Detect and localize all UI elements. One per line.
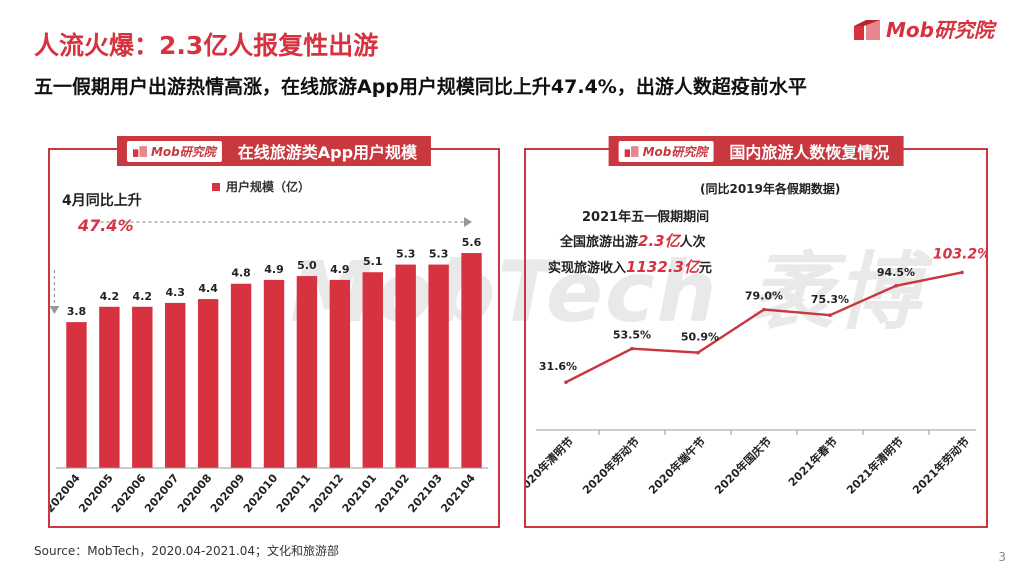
point-label-2020年国庆节: 79.0% [745,290,783,303]
bar-202102 [395,264,416,468]
bar-202103 [428,264,449,468]
bar-label-202007: 4.3 [165,286,185,299]
bar-202010 [263,279,285,468]
summary-line-2-suffix: 人次 [679,235,706,250]
bar-label-202102: 5.3 [396,248,416,261]
right-panel-header: Mob研究院 国内旅游人数恢复情况 [608,136,904,166]
brand-logo-text: Mob研究院 [886,18,994,42]
point-2021年清明节 [894,283,898,288]
bar-202006 [132,306,153,468]
x-tick-2021年清明节: 2021年清明节 [843,434,906,497]
mob-logo-icon [132,146,147,157]
bar-202011 [296,276,318,468]
summary-line-1: 2021年五一假期期间 [582,210,710,225]
x-tick-202101: 202101 [340,472,379,516]
point-2020年国庆节 [762,307,766,312]
legend-swatch [212,182,220,191]
summary-line-2-prefix: 全国旅游出游 [560,235,639,250]
bar-202101 [362,272,383,468]
right-panel-note: (同比2019年各假期数据) [700,182,841,196]
line-chart: 31.6% 2020年清明节 53.5% 2020年劳动节 50.9% 2020年端午节 7… [526,246,986,497]
right-panel-title: 国内旅游人数恢复情况 [729,143,890,162]
bar-202005 [99,306,120,468]
point-2021年劳动节 [960,270,964,275]
right-panel-logo: Mob研究院 [618,140,714,162]
bar-label-202009: 4.8 [231,267,251,280]
bar-202104 [461,253,482,468]
bar-202008 [197,299,219,468]
growth-annotation-label: 4月同比上升 [62,193,142,209]
bar-label-202008: 4.4 [198,282,218,295]
right-panel-logo-text: Mob研究院 [642,144,708,159]
x-tick-202104: 202104 [438,471,478,515]
mob-logo-icon [854,19,881,40]
bar-202007 [165,302,186,468]
bar-label-202103: 5.3 [429,248,449,261]
point-label-2021年春节: 75.3% [811,293,849,306]
bar-202012 [329,279,351,468]
x-tick-2021年春节: 2021年春节 [785,434,840,489]
brand-logo: Mob研究院 [854,14,994,43]
point-label-2021年劳动节: 103.2% [933,246,986,262]
x-tick-202009: 202009 [208,472,247,516]
mob-logo-icon [624,146,639,157]
bar-label-202104: 5.6 [462,236,482,249]
left-panel-title: 在线旅游类App用户规模 [237,143,418,162]
x-tick-2020年国庆节: 2020年国庆节 [711,434,774,497]
bar-legend: 用户规模（亿） [212,178,310,195]
x-tick-202103: 202103 [405,472,444,516]
x-tick-202008: 202008 [175,472,214,516]
point-label-2020年劳动节: 53.5% [613,329,651,342]
point-label-2021年清明节: 94.5% [877,266,915,279]
bar-202009 [230,283,252,468]
growth-annotation-value: 47.4% [78,216,134,235]
right-chart-panel: Mob研究院 国内旅游人数恢复情况 [524,136,988,528]
bar-label-202005: 4.2 [100,290,120,303]
bar-label-202010: 4.9 [264,263,284,276]
bar-label-202006: 4.2 [133,290,153,303]
x-tick-202005: 202005 [76,472,115,516]
left-panel-logo: Mob研究院 [126,140,222,162]
x-tick-202012: 202012 [307,472,346,516]
point-label-2020年清明节: 31.6% [539,360,577,373]
bar-label-202011: 5.0 [297,259,317,272]
growth-arrow-head-down [50,306,60,314]
x-tick-2020年端午节: 2020年端午节 [645,434,708,497]
point-2020年劳动节 [630,346,634,351]
bar-label-202012: 4.9 [330,263,350,276]
page-title: 人流火爆：2.3亿人报复性出游 [34,31,379,60]
summary-line-2-value: 2.3亿 [638,232,680,250]
page-number: 3 [998,550,1006,564]
summary-line-2: 全国旅游出游2.3亿人次 [560,230,706,251]
growth-arrow-head-right [464,217,472,227]
x-tick-2020年清明节: 2020年清明节 [526,434,576,497]
source-note: Source：MobTech，2020.04-2021.04；文化和旅游部 [34,544,339,558]
summary-line-3-prefix: 实现旅游收入 [548,261,627,276]
left-panel-header: Mob研究院 在线旅游类App用户规模 [116,136,432,166]
summary-line-3-suffix: 元 [698,261,712,276]
bar-label-202101: 5.1 [363,255,383,268]
left-panel-logo-text: Mob研究院 [150,144,216,159]
point-label-2020年端午节: 50.9% [681,331,719,344]
summary-line-3: 实现旅游收入1132.3亿元 [548,256,712,277]
page-subtitle: 五一假期用户出游热情高涨，在线旅游App用户规模同比上升47.4%，出游人数超疫… [34,76,807,98]
summary-line-3-value: 1132.3亿 [626,258,699,276]
x-tick-202102: 202102 [373,472,412,516]
bar-chart: 3.82020044.22020054.22020064.32020074.42… [50,217,488,516]
bar-label-202004: 3.8 [67,305,87,318]
x-tick-202007: 202007 [142,472,181,516]
x-tick-2021年劳动节: 2021年劳动节 [909,434,972,497]
point-2020年清明节 [564,380,568,385]
legend-label: 用户规模（亿） [226,180,311,194]
point-2020年端午节 [696,350,700,355]
point-2021年春节 [828,313,832,318]
left-chart-panel: Mob研究院 在线旅游类App用户规模 [48,136,500,528]
watermark: MobTech 袤博 [290,243,922,341]
bar-202004 [66,322,87,468]
x-tick-2020年劳动节: 2020年劳动节 [579,434,642,497]
x-tick-202011: 202011 [274,472,313,516]
